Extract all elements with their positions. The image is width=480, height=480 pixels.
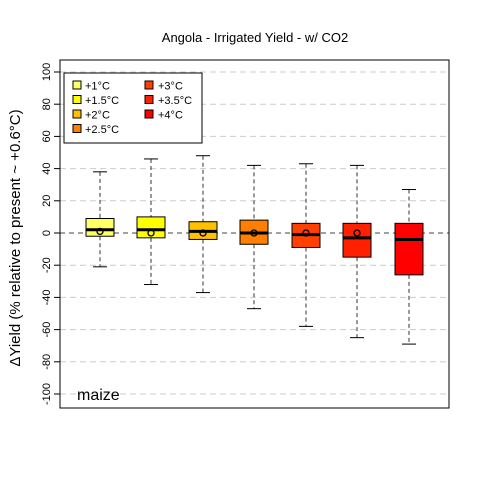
boxplot-5 [291,163,321,327]
boxplot-7 [394,189,424,345]
legend-swatch [72,109,82,119]
mean-marker [147,229,155,237]
box [342,222,372,258]
legend-label: +2°C [85,110,110,122]
legend-label: +1.5°C [85,95,119,107]
y-axis-label: ΔYield (% relative to present ~ +0.6°C) [7,109,24,366]
y-tick-label: 100 [41,63,53,81]
mean-marker [353,229,361,237]
legend-box [63,72,203,144]
legend-swatch [72,124,82,133]
mean-marker [96,227,104,236]
box [394,222,424,276]
boxplot-6 [342,164,372,339]
mean-marker [250,229,258,237]
box [136,216,166,239]
box [85,218,115,237]
legend-label: +3°C [158,81,183,93]
boxplot-1 [85,171,115,268]
boxplot-4 [239,164,269,310]
y-tick-label: -100 [41,383,53,405]
plot-frame [59,59,450,409]
legend-label: +3.5°C [158,95,192,107]
y-tick-label: 20 [41,195,53,207]
y-axis: -100 -80 -60 -40 -20 0 20 40 60 80 100 [41,63,60,405]
y-tick-label: 60 [41,130,53,142]
y-tick-label: -40 [41,289,53,305]
boxplot-3 [188,155,218,294]
legend-swatch [144,80,154,90]
y-tick-label: -20 [41,257,53,273]
legend-label: +2.5°C [85,124,119,136]
legend-label: +1°C [85,81,110,93]
mean-marker [302,229,310,237]
legend-swatch [144,95,154,104]
mean-marker [199,229,207,237]
legend-swatch [72,95,82,104]
chart-title: Angola - Irrigated Yield - w/ CO2 [162,30,348,45]
y-tick-label: 40 [41,162,53,174]
y-tick-label: -80 [41,354,53,370]
boxplots [85,155,424,345]
boxplot-2 [136,158,166,286]
legend: +1°C +1.5°C +2°C +2.5°C +3°C +3.5°C +4°C [63,72,203,144]
y-tick-label: 80 [41,98,53,110]
y-tick-label: -60 [41,322,53,338]
legend-swatch [72,80,82,90]
crop-label: maize [77,387,120,404]
legend-label: +4°C [158,110,183,122]
y-tick-label: 0 [41,230,53,236]
legend-swatch [144,109,154,119]
